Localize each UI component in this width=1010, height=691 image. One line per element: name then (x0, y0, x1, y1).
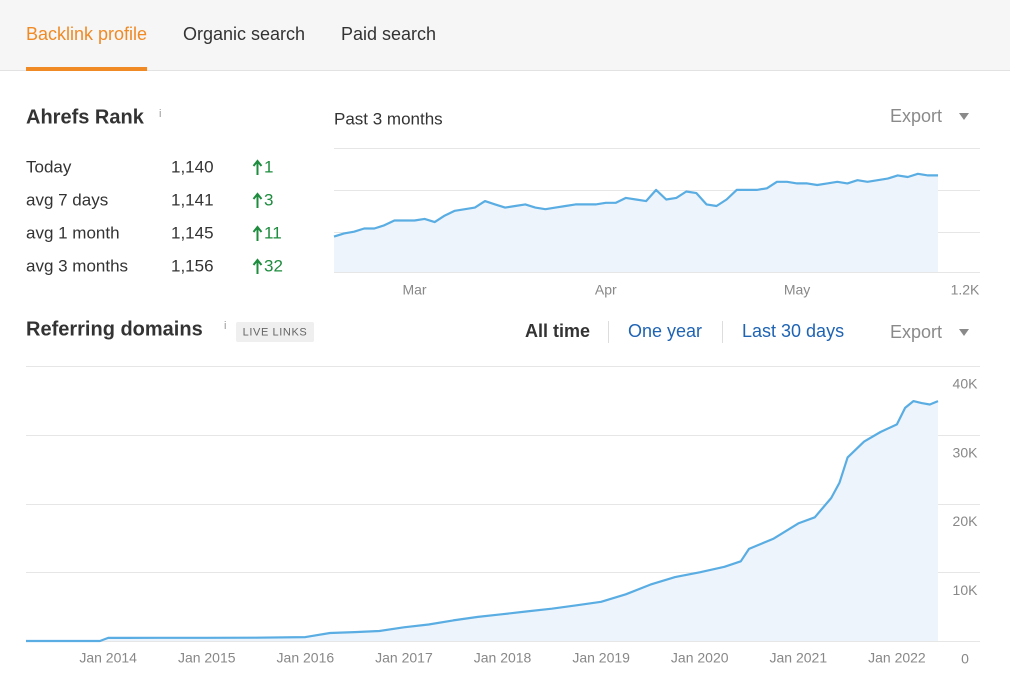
up-arrow-icon (252, 159, 263, 175)
data-line (333, 172, 938, 238)
rank-row-label: Today (26, 157, 72, 176)
area-fill (334, 173, 938, 272)
x-tick-label: Jan 2022 (868, 650, 926, 666)
x-tick-label: May (784, 282, 810, 298)
export-caret[interactable] (959, 113, 969, 120)
up-arrow-icon (252, 192, 263, 208)
ref-export[interactable]: Export (890, 322, 942, 342)
x-tick-label: Jan 2015 (178, 650, 236, 666)
rank-row-label: avg 3 months (26, 256, 128, 275)
rank-row-value: 1,141 (171, 190, 214, 209)
y-tick-label: 20K (953, 513, 979, 529)
x-tick-label: Mar (402, 282, 426, 298)
range-option[interactable]: Last 30 days (742, 321, 844, 341)
y-tick-label: 10K (953, 582, 979, 598)
x-tick-label: Jan 2018 (474, 650, 532, 666)
rank-row-change: 11 (264, 223, 282, 242)
export-caret[interactable] (959, 329, 969, 336)
x-tick-label: Jan 2020 (671, 650, 729, 666)
tab[interactable]: Organic search (183, 24, 305, 44)
x-tick-label: Jan 2014 (79, 650, 137, 666)
x-tick-label: Jan 2017 (375, 650, 433, 666)
live-links-badge: LIVE LINKS (243, 326, 308, 338)
rank-row-change: 32 (264, 256, 283, 275)
rank-export[interactable]: Export (890, 106, 942, 126)
x-tick-label: Jan 2021 (770, 650, 828, 666)
badge-bg (236, 322, 314, 342)
data-line (26, 400, 939, 643)
y-tick-label: 1.2K (951, 282, 980, 298)
range-option[interactable]: One year (628, 321, 702, 341)
up-arrow-icon (252, 258, 263, 274)
rank-row-value: 1,145 (171, 223, 214, 242)
range-option[interactable]: All time (525, 321, 590, 341)
rank-chart-subtitle: Past 3 months (334, 109, 443, 128)
rank-info: i (159, 108, 161, 120)
rank-row-change: 3 (264, 190, 273, 209)
y-tick-label: 30K (953, 444, 979, 460)
rank-title: Ahrefs Rank (26, 106, 145, 128)
active-tab-underline (26, 67, 148, 71)
y-tick-label: 40K (953, 376, 979, 392)
area-fill (26, 401, 938, 641)
rank-row-change: 1 (264, 157, 273, 176)
tab[interactable]: Backlink profile (26, 24, 147, 44)
x-tick-label: Jan 2016 (277, 650, 335, 666)
rank-row-value: 1,140 (171, 157, 214, 176)
ref-domains-info: i (224, 320, 226, 332)
up-arrow-icon (252, 225, 263, 241)
tab[interactable]: Paid search (341, 24, 436, 44)
y-tick-label: 0 (961, 651, 969, 667)
rank-row-label: avg 1 month (26, 223, 120, 242)
rank-row-label: avg 7 days (26, 190, 108, 209)
ref-domains-title: Referring domains (26, 318, 203, 340)
tab-bar (0, 0, 1010, 70)
x-tick-label: Jan 2019 (572, 650, 630, 666)
x-tick-label: Apr (595, 282, 617, 298)
rank-row-value: 1,156 (171, 256, 214, 275)
